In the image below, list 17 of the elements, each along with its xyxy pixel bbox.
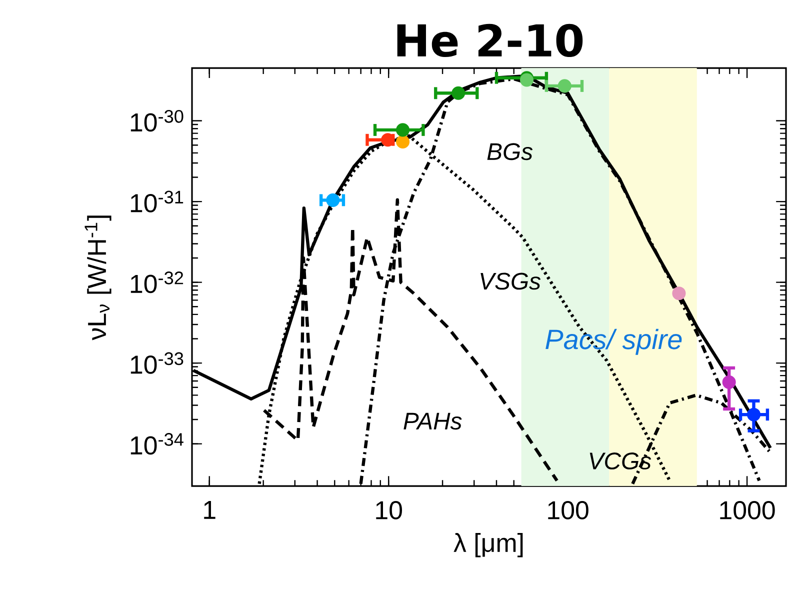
x-axis-title: λ [μm] (454, 533, 523, 558)
x-tick-label: 1000 (720, 501, 775, 520)
chart-title: He 2-10 (397, 24, 583, 58)
annotation: PAHs (404, 412, 462, 430)
y-tick-label: 10$^{-34}$ (130, 433, 184, 455)
x-tick-label: 10 (376, 501, 402, 520)
annotation: VCGs (590, 452, 652, 470)
annotation: BGs (487, 143, 533, 160)
x-tick-label: 100 (548, 501, 588, 520)
y-axis-title: νL$_{ν}$ [W/H$^{-1}$] (84, 216, 112, 340)
y-tick-label: 10$^{-32}$ (130, 272, 184, 294)
y-tick-label: 10$^{-31}$ (130, 190, 184, 212)
annotation: Pacs/ spire (546, 328, 682, 355)
y-tick-label: 10$^{-33}$ (130, 352, 184, 374)
annotation: VSGs (480, 272, 541, 290)
y-tick-label: 10$^{-30}$ (130, 110, 184, 132)
x-tick-label: 1 (204, 501, 216, 519)
